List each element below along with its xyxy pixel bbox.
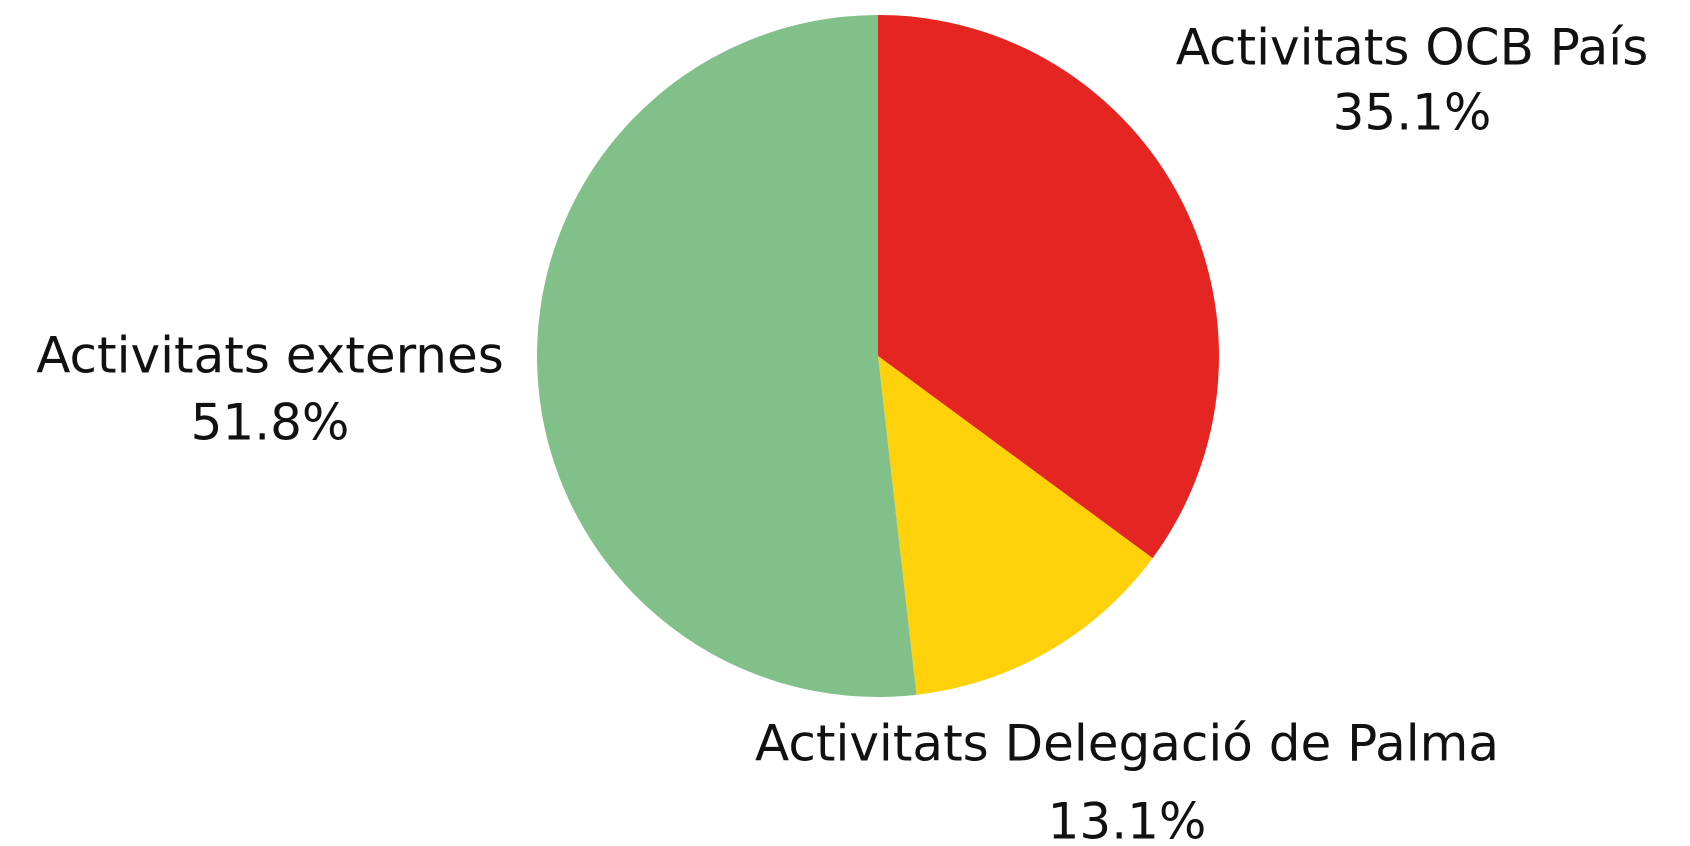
slice-label: Activitats externes [36, 327, 504, 385]
slice-label: Activitats Delegació de Palma [755, 715, 1499, 773]
pie-slice [878, 356, 1153, 695]
slice-value: 35.1% [1333, 84, 1492, 142]
pie-slice [536, 15, 917, 697]
slice-value: 13.1% [1048, 793, 1207, 846]
slice-value: 51.8% [191, 394, 350, 452]
slice-label: Activitats OCB País [1176, 19, 1649, 77]
pie-slice [878, 15, 1219, 559]
